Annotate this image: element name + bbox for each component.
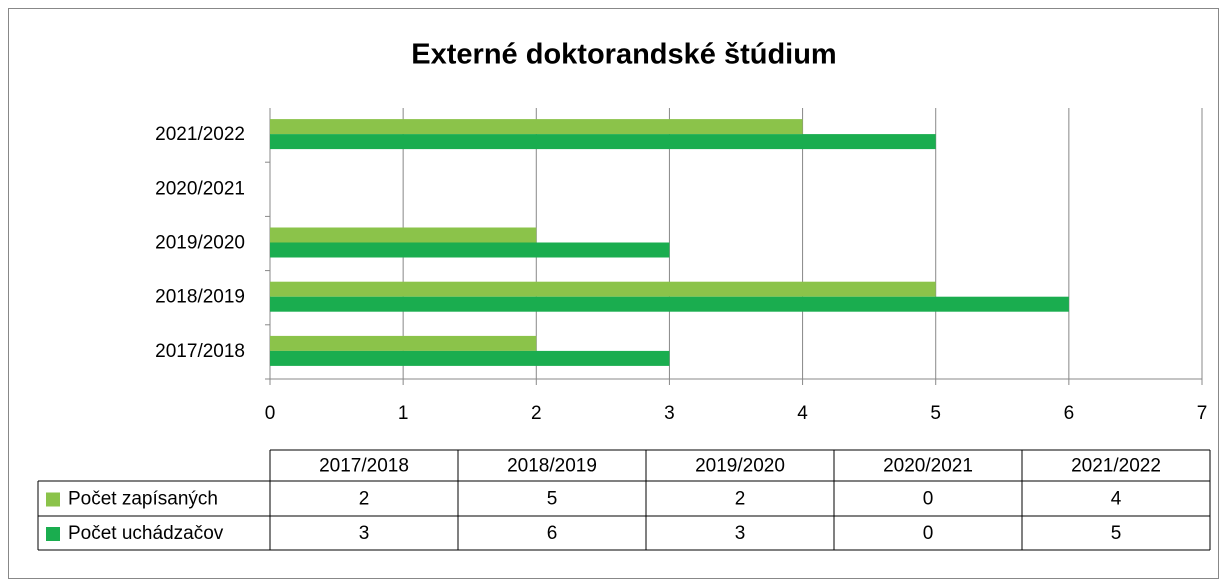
table-header: 2020/2021 (883, 456, 973, 477)
table-cell: 5 (547, 489, 558, 510)
bar (270, 119, 803, 135)
legend-label: Počet zapísaných (68, 489, 218, 510)
bar (270, 227, 537, 243)
y-tick-label: 2021/2022 (155, 124, 245, 145)
x-tick-label: 0 (265, 403, 276, 424)
bar (270, 134, 936, 150)
bar (270, 296, 1069, 312)
table-cell: 3 (735, 523, 746, 544)
table-cell: 0 (923, 523, 934, 544)
table-cell: 5 (1111, 523, 1122, 544)
x-tick-label: 1 (398, 403, 409, 424)
legend-swatch (46, 492, 60, 507)
y-tick-label: 2019/2020 (155, 233, 245, 254)
y-tick-label: 2018/2019 (155, 287, 245, 308)
table-header: 2019/2020 (695, 456, 785, 477)
table-cell: 0 (923, 489, 934, 510)
table-cell: 2 (359, 489, 370, 510)
table-header: 2017/2018 (319, 456, 409, 477)
bar (270, 335, 537, 351)
bar (270, 242, 670, 258)
chart-title: Externé doktorandské štúdium (411, 39, 836, 71)
bar (270, 281, 936, 297)
legend-label: Počet uchádzačov (68, 523, 224, 544)
x-tick-label: 5 (930, 403, 941, 424)
x-tick-label: 4 (797, 403, 808, 424)
table-cell: 6 (547, 523, 558, 544)
x-tick-label: 6 (1064, 403, 1075, 424)
legend-swatch (46, 527, 60, 541)
table-header: 2018/2019 (507, 456, 597, 477)
x-tick-label: 7 (1197, 403, 1208, 424)
x-tick-label: 2 (531, 403, 542, 424)
bar (270, 350, 670, 366)
y-tick-label: 2017/2018 (155, 341, 245, 362)
y-tick-label: 2020/2021 (155, 178, 245, 199)
table-cell: 3 (359, 523, 370, 544)
table-header: 2021/2022 (1071, 456, 1161, 477)
table-cell: 2 (735, 489, 746, 510)
table-cell: 4 (1111, 489, 1122, 510)
x-tick-label: 3 (664, 403, 675, 424)
